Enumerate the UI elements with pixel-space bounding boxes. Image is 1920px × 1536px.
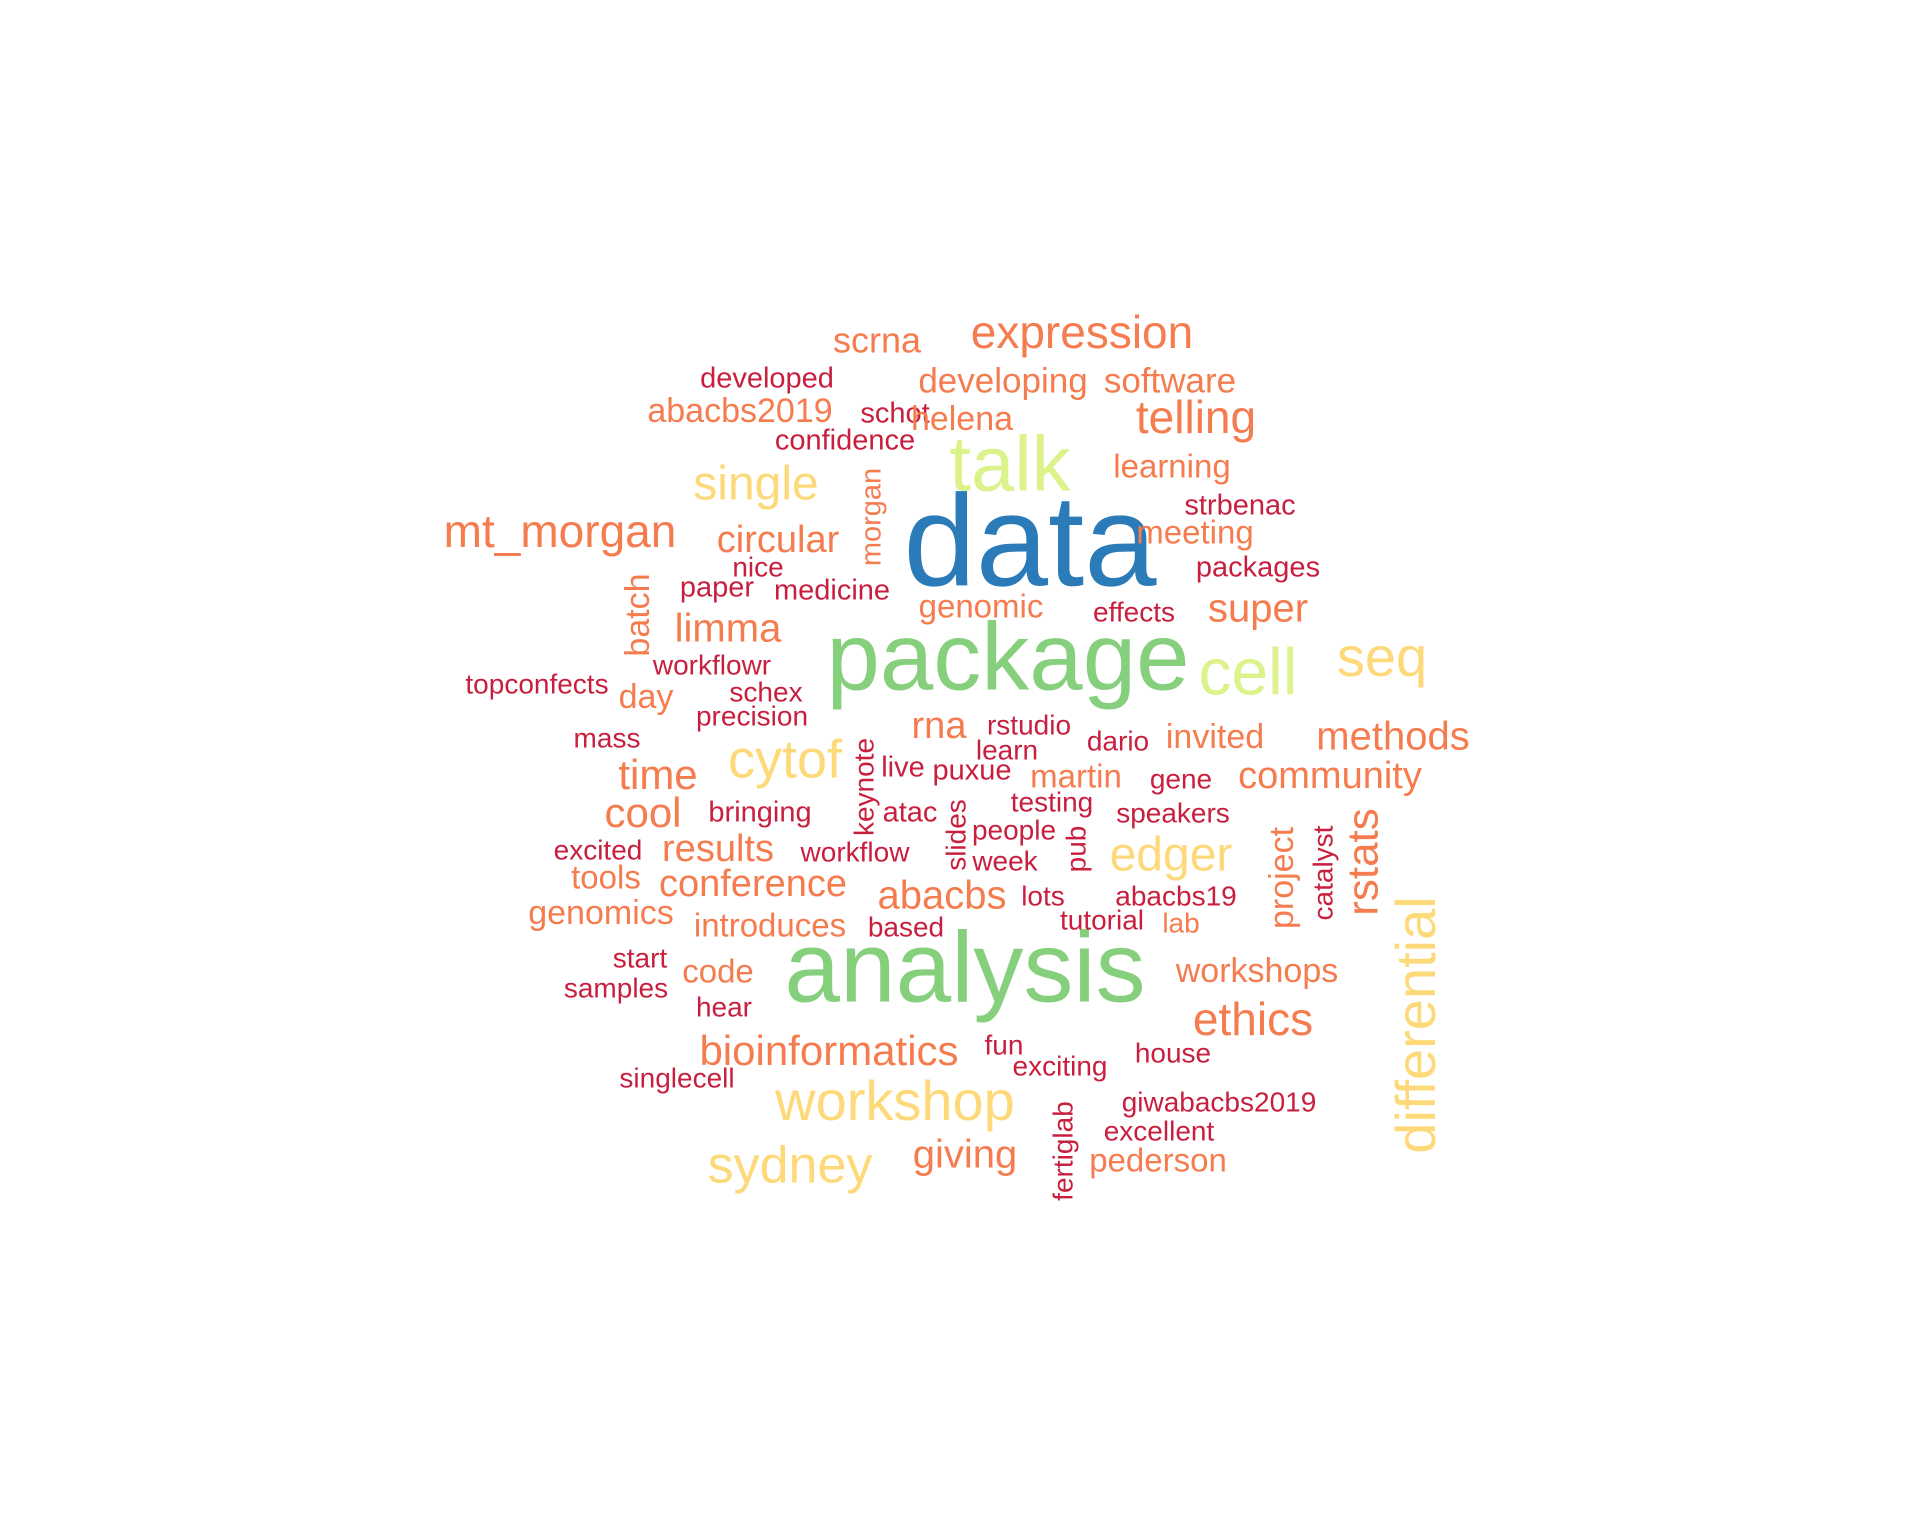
word-rstats: rstats — [1339, 808, 1388, 916]
word-tutorial: tutorial — [1060, 904, 1144, 935]
word-learn: learn — [976, 734, 1038, 765]
word-invited: invited — [1166, 718, 1264, 756]
word-workshops: workshops — [1175, 952, 1339, 990]
word-time: time — [618, 751, 697, 798]
word-lab: lab — [1162, 907, 1199, 938]
word-super: super — [1208, 587, 1308, 631]
word-package: package — [827, 603, 1190, 710]
word-fun: fun — [985, 1029, 1024, 1060]
word-atac: atac — [883, 797, 938, 829]
word-data: data — [903, 467, 1157, 613]
word-learning: learning — [1113, 448, 1230, 485]
word-mt-morgan: mt_morgan — [444, 505, 677, 557]
word-cytof: cytof — [728, 729, 843, 789]
word-meeting: meeting — [1136, 514, 1253, 551]
word-testing: testing — [1011, 786, 1094, 817]
word-abacbs19: abacbs19 — [1115, 880, 1236, 911]
word-expression: expression — [971, 306, 1193, 358]
word-lots: lots — [1021, 880, 1065, 911]
word-day: day — [619, 678, 674, 716]
word-medicine: medicine — [774, 575, 890, 607]
word-based: based — [868, 911, 944, 942]
word-people: people — [972, 814, 1056, 845]
word-developed: developed — [700, 363, 834, 395]
word-bringing: bringing — [708, 797, 811, 829]
word-genomics: genomics — [528, 894, 674, 932]
word-conference: conference — [659, 863, 847, 905]
word-giving: giving — [913, 1133, 1018, 1177]
word-strbenac: strbenac — [1184, 490, 1295, 522]
word-abacbs2019: abacbs2019 — [647, 392, 832, 430]
word-circular: circular — [717, 519, 840, 561]
word-pederson: pederson — [1089, 1142, 1227, 1179]
word-differential: differential — [1384, 896, 1447, 1153]
word-talk: talk — [949, 420, 1071, 508]
word-abacbs: abacbs — [878, 874, 1007, 918]
word-analysis: analysis — [784, 911, 1145, 1023]
word-start: start — [613, 942, 668, 973]
word-nice: nice — [732, 551, 783, 582]
word-workflow: workflow — [800, 836, 911, 867]
word-puxue: puxue — [932, 755, 1011, 787]
word-martin: martin — [1030, 758, 1122, 795]
word-excellent: excellent — [1104, 1115, 1215, 1146]
word-seq: seq — [1337, 625, 1427, 688]
word-workshop: workshop — [774, 1069, 1015, 1132]
word-developing: developing — [918, 361, 1087, 400]
word-schex: schex — [729, 676, 802, 707]
word-sydney: sydney — [708, 1137, 873, 1195]
word-helena: helena — [911, 400, 1013, 438]
word-edger: edger — [1110, 829, 1233, 882]
word-keynote: keynote — [848, 738, 879, 836]
word-giwabacbs2019: giwabacbs2019 — [1122, 1086, 1317, 1117]
word-hear: hear — [696, 991, 752, 1022]
word-precision: precision — [696, 700, 808, 731]
word-bioinformatics: bioinformatics — [699, 1027, 958, 1074]
word-telling: telling — [1136, 391, 1256, 443]
word-packages: packages — [1196, 552, 1320, 584]
word-house: house — [1135, 1037, 1211, 1068]
word-excited: excited — [554, 834, 643, 865]
word-morgan: morgan — [856, 468, 888, 566]
word-week: week — [971, 845, 1038, 876]
word-ethics: ethics — [1193, 993, 1313, 1045]
word-topconfects: topconfects — [465, 668, 608, 699]
word-rstudio: rstudio — [987, 709, 1071, 740]
word-fertiglab: fertiglab — [1047, 1101, 1078, 1201]
word-cell: cell — [1198, 634, 1297, 708]
word-paper: paper — [680, 572, 755, 604]
word-singlecell: singlecell — [619, 1062, 734, 1093]
word-project: project — [1263, 826, 1301, 929]
word-batch: batch — [619, 573, 657, 656]
word-genomic: genomic — [919, 588, 1044, 625]
word-community: community — [1238, 755, 1422, 797]
word-limma: limma — [675, 607, 782, 651]
word-tools: tools — [571, 859, 641, 896]
word-scrna: scrna — [833, 320, 922, 361]
word-catalyst: catalyst — [1307, 825, 1338, 920]
word-mass: mass — [574, 722, 641, 753]
word-gene: gene — [1150, 763, 1212, 794]
word-exciting: exciting — [1013, 1050, 1108, 1081]
word-speakers: speakers — [1116, 797, 1230, 828]
word-effects: effects — [1093, 596, 1175, 627]
word-rna: rna — [912, 705, 968, 747]
word-introduces: introduces — [694, 907, 846, 944]
word-confidence: confidence — [775, 425, 915, 457]
word-live: live — [881, 752, 925, 784]
word-cool: cool — [604, 789, 681, 836]
word-schot: schot — [860, 398, 929, 430]
word-code: code — [682, 953, 754, 990]
word-workflowr: workflowr — [652, 649, 771, 680]
word-dario: dario — [1087, 725, 1149, 756]
word-methods: methods — [1316, 715, 1469, 759]
word-slides: slides — [940, 799, 971, 871]
word-software: software — [1104, 361, 1236, 400]
word-results: results — [662, 828, 774, 870]
word-single: single — [693, 458, 818, 511]
word-pub: pub — [1060, 826, 1091, 873]
word-samples: samples — [564, 972, 668, 1003]
